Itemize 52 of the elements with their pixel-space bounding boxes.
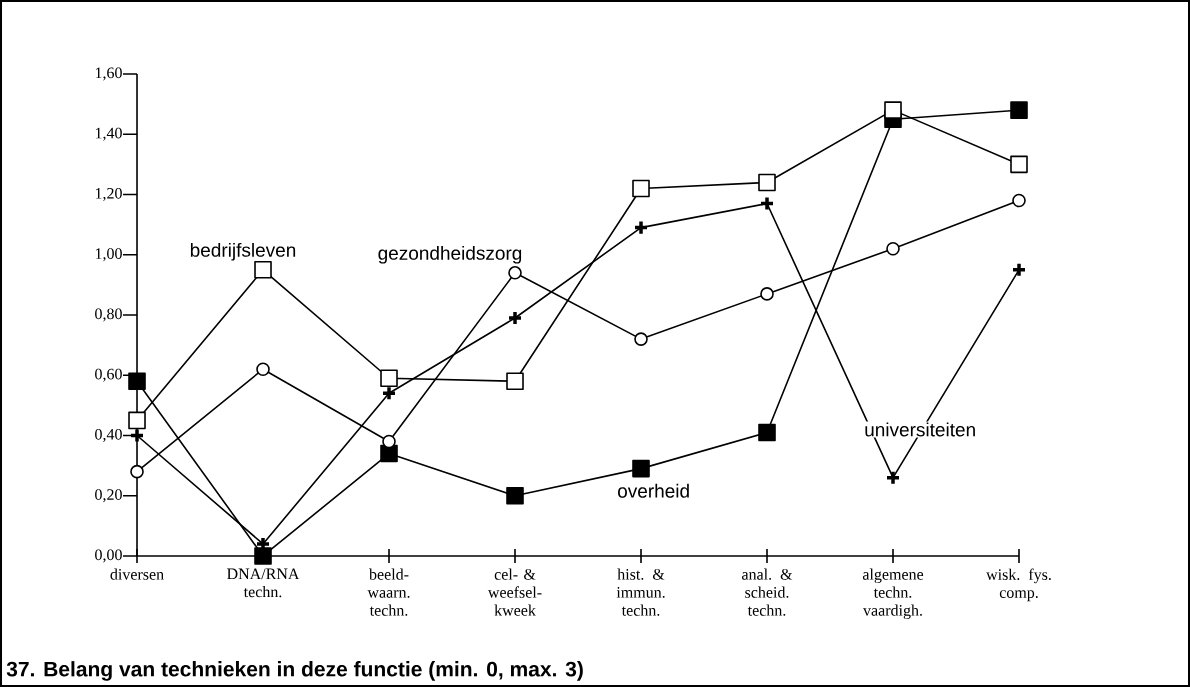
point [382, 434, 396, 449]
point [508, 266, 522, 280]
y-tick-label: 0,60 [95, 368, 122, 382]
point [760, 287, 774, 301]
point [507, 310, 523, 326]
x-tick-label: DNA/RNA techn. [227, 568, 300, 598]
text: 37. Belang van technieken in deze functie (min. 0, max. 3) [6, 661, 583, 681]
point [886, 241, 900, 256]
point [632, 179, 650, 198]
point [1012, 193, 1026, 208]
point [129, 427, 145, 444]
point [633, 219, 649, 236]
point [130, 464, 144, 479]
point [1010, 155, 1028, 174]
point [380, 444, 398, 463]
y-tick-label: 0,80 [95, 308, 122, 322]
point [256, 362, 270, 377]
point [884, 101, 902, 119]
x-tick-label: wisk. fys. comp. [986, 568, 1051, 602]
x-tick-label: algemene techn. vaardigh. [862, 568, 924, 620]
y-tick-label: 0,40 [95, 428, 122, 443]
point [1011, 262, 1027, 278]
point [128, 411, 146, 430]
y-tick-label: 0,20 [95, 489, 122, 503]
point [634, 332, 648, 346]
x-tick-label: diversen [110, 568, 164, 580]
x-tick-label: beeld-waarn. techn. [367, 568, 410, 616]
series-label: overheid [618, 483, 689, 498]
series-label: gezondheidszorg [378, 245, 522, 264]
x-tick-label: hist. & immun. techn. [616, 568, 665, 616]
point [380, 369, 398, 388]
y-tick-label: 1,20 [95, 187, 122, 202]
x-tick-label: cel- & weefsel-kweek [487, 568, 542, 616]
y-tick-label: 1,00 [95, 248, 122, 262]
point [758, 173, 776, 192]
x-tick-label: anal. & scheid. techn. [742, 568, 793, 616]
y-tick-label: 1,60 [95, 67, 122, 81]
point [506, 372, 524, 391]
point [381, 385, 397, 402]
point [254, 547, 272, 565]
point [632, 459, 650, 478]
y-tick-label: 0,00 [95, 549, 122, 563]
point [758, 423, 776, 442]
point [885, 469, 901, 486]
y-tick-label: 1,40 [95, 127, 122, 141]
point [1010, 101, 1028, 119]
point [254, 261, 272, 279]
point [128, 372, 146, 391]
series-label: universiteiten [865, 422, 975, 437]
point [759, 195, 775, 212]
point [506, 486, 524, 505]
series-label: bedrijfsleven [190, 242, 296, 261]
